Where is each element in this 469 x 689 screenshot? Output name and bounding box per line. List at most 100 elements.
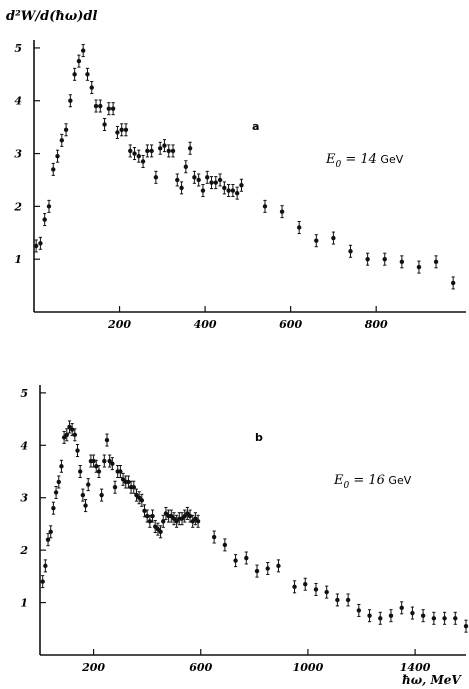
x-axis-label: ħω, MeV	[402, 673, 462, 687]
panel-b-label: b	[255, 431, 263, 444]
panel-b-energy-subscript: 0	[344, 481, 350, 491]
point-marker	[40, 579, 45, 584]
data-point	[314, 234, 319, 248]
data-point	[110, 457, 115, 471]
data-point	[420, 609, 426, 623]
point-marker	[195, 519, 201, 524]
panel-a-x-tick-label: 400	[194, 318, 217, 331]
point-marker	[442, 616, 447, 621]
point-marker	[213, 180, 218, 185]
data-point	[157, 141, 163, 155]
point-marker	[399, 259, 405, 265]
point-marker	[450, 280, 456, 286]
point-marker	[140, 159, 146, 164]
data-point	[217, 173, 223, 187]
data-point	[185, 506, 190, 520]
point-marker	[145, 148, 150, 154]
point-marker	[112, 485, 118, 490]
point-marker	[43, 563, 48, 569]
data-point	[104, 433, 110, 447]
data-point	[131, 480, 136, 494]
data-point	[450, 276, 456, 290]
panel-b-x-tick-label: 200	[81, 661, 105, 674]
point-marker	[296, 225, 302, 230]
point-marker	[356, 608, 362, 613]
point-marker	[131, 485, 136, 490]
point-marker	[410, 610, 415, 616]
point-marker	[183, 164, 189, 169]
point-marker	[348, 249, 353, 254]
data-point	[86, 478, 91, 492]
point-marker	[72, 432, 78, 438]
panel-a-energy-symbol: E	[325, 152, 336, 167]
point-marker	[187, 146, 193, 151]
point-marker	[161, 519, 166, 524]
point-marker	[119, 127, 124, 132]
point-marker	[102, 458, 107, 464]
data-point	[213, 176, 218, 190]
panel-a-points	[33, 44, 456, 290]
data-point	[222, 538, 228, 552]
data-point	[192, 170, 197, 184]
point-marker	[187, 513, 193, 519]
point-marker	[132, 151, 137, 156]
point-marker	[59, 464, 64, 469]
point-marker	[200, 188, 206, 193]
data-point	[76, 54, 82, 68]
data-point	[182, 509, 187, 523]
panel-b-y-tick-label: 5	[20, 387, 28, 400]
panel-a-y-tick-label: 2	[13, 200, 22, 213]
data-point	[153, 170, 159, 184]
point-marker	[33, 243, 39, 249]
point-marker	[367, 613, 372, 618]
point-marker	[85, 72, 90, 77]
data-point	[233, 554, 238, 568]
point-marker	[192, 175, 197, 180]
data-point	[226, 184, 231, 198]
data-point	[292, 580, 297, 594]
data-point	[382, 252, 387, 266]
data-point	[410, 606, 415, 620]
data-point	[110, 102, 116, 116]
data-point	[195, 514, 201, 528]
point-marker	[53, 490, 59, 495]
point-marker	[80, 492, 86, 498]
data-point	[179, 181, 184, 195]
data-point	[158, 525, 163, 539]
point-marker	[128, 148, 133, 154]
data-point	[38, 236, 43, 250]
point-marker	[433, 259, 439, 265]
data-point	[145, 144, 150, 158]
data-point	[106, 102, 112, 116]
point-marker	[292, 584, 297, 590]
data-point	[453, 611, 458, 625]
data-point	[463, 619, 469, 633]
point-marker	[38, 241, 43, 246]
point-marker	[209, 180, 214, 185]
panel-a-energy-label: E0 = 14 GeV	[325, 152, 404, 170]
point-marker	[416, 264, 422, 270]
point-marker	[365, 256, 370, 262]
point-marker	[110, 106, 116, 111]
data-point	[59, 133, 65, 147]
data-point	[265, 561, 270, 575]
point-marker	[262, 204, 268, 209]
panel-a-x-tick-label: 600	[279, 318, 302, 331]
data-point	[80, 488, 86, 502]
data-point	[51, 162, 56, 176]
point-marker	[99, 492, 104, 498]
data-point	[279, 205, 285, 219]
point-marker	[149, 148, 154, 154]
point-marker	[276, 563, 281, 569]
point-marker	[51, 167, 56, 172]
point-marker	[314, 238, 319, 243]
panel-a-y-tick-label: 5	[14, 42, 22, 55]
point-marker	[463, 623, 469, 629]
point-marker	[55, 153, 60, 159]
point-marker	[244, 555, 249, 561]
point-marker	[123, 127, 129, 132]
data-point	[234, 186, 240, 200]
data-point	[345, 593, 351, 607]
point-marker	[144, 513, 150, 519]
